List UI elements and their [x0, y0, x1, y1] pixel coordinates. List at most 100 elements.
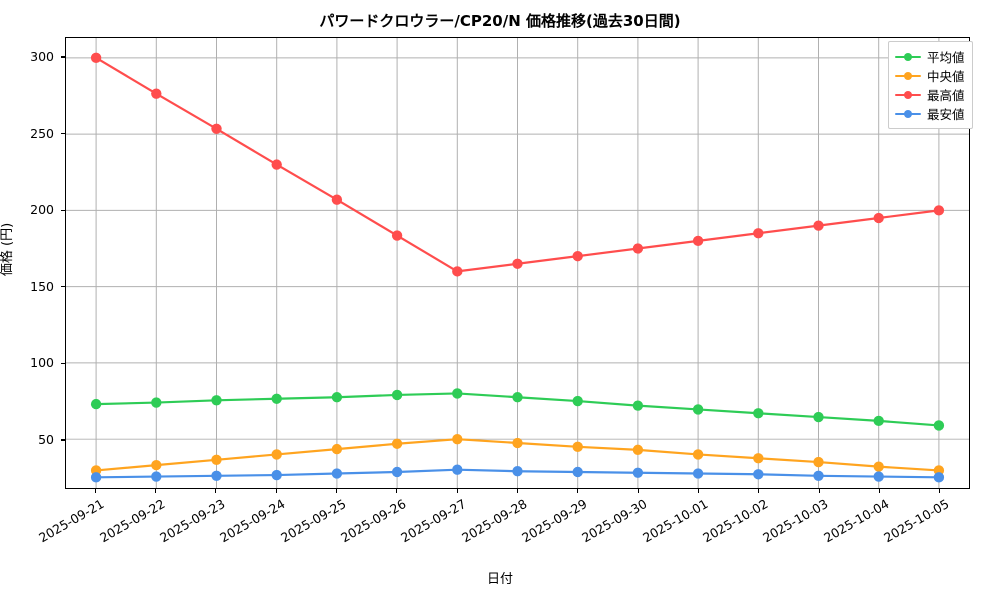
data-point [572, 395, 583, 407]
x-tick-mark [396, 489, 398, 493]
data-point [572, 441, 583, 452]
x-tick-label: 2025-09-22 [96, 496, 167, 546]
data-point [692, 468, 704, 479]
x-tick-mark [939, 489, 941, 493]
x-tick-mark [758, 489, 760, 493]
data-point [753, 228, 764, 239]
data-point [572, 250, 583, 262]
data-point [632, 400, 644, 411]
series-4 [90, 464, 945, 483]
data-point [271, 159, 282, 170]
data-point [151, 88, 162, 99]
data-point [391, 438, 403, 449]
data-point [151, 471, 162, 482]
legend-item-2[interactable]: 中央値 [895, 66, 965, 85]
legend-item-4[interactable]: 最安値 [895, 104, 965, 123]
y-tick-label: 300 [30, 48, 54, 64]
y-tick-mark [61, 439, 65, 441]
y-tick-mark [61, 286, 65, 288]
y-tick-label: 250 [30, 125, 54, 141]
legend-marker-icon [895, 89, 921, 101]
data-point [452, 266, 463, 277]
data-point [452, 434, 463, 445]
legend-marker-icon [895, 108, 921, 120]
x-tick-mark [456, 489, 458, 493]
series-2 [90, 434, 945, 476]
data-point [391, 466, 403, 478]
x-tick-label: 2025-09-21 [36, 496, 107, 546]
x-tick-label: 2025-09-26 [337, 496, 409, 546]
data-point [331, 443, 343, 455]
data-point [391, 389, 403, 401]
y-tick-label: 200 [30, 202, 54, 218]
data-point [391, 230, 403, 241]
data-point [512, 437, 523, 449]
data-point [271, 393, 282, 404]
chart-legend: 平均値中央値 最高値最安値 [888, 41, 973, 129]
y-tick-label: 100 [30, 355, 54, 371]
data-point [151, 459, 162, 471]
data-point [331, 468, 343, 479]
legend-label: 最安値 [927, 107, 965, 122]
data-point [512, 466, 523, 477]
series-3 [90, 52, 945, 277]
data-point [271, 469, 282, 481]
data-point [211, 470, 222, 481]
x-tick-mark [637, 489, 639, 493]
y-tick-mark [61, 133, 65, 135]
chart-title: パワードクロウラー/CP20/N 価格推移(過去30日間) [319, 12, 681, 30]
data-point [753, 408, 764, 419]
data-point [90, 398, 102, 410]
data-point [873, 212, 884, 224]
data-point [813, 470, 824, 481]
x-tick-mark [94, 489, 96, 493]
legend-marker-icon [895, 70, 921, 82]
data-point [90, 52, 102, 64]
data-point [692, 404, 704, 415]
data-series-layer [90, 52, 945, 483]
data-point [211, 454, 222, 465]
data-point [933, 420, 945, 431]
x-tick-mark [275, 489, 277, 493]
data-point [813, 456, 824, 468]
data-point [90, 472, 102, 483]
x-tick-mark [879, 489, 881, 493]
x-tick-label: 2025-09-25 [277, 496, 348, 546]
data-point [632, 467, 644, 478]
data-point [632, 243, 644, 254]
data-point [873, 461, 884, 472]
legend-item-3[interactable]: 最高値 [895, 85, 965, 104]
legend-label: 中央値 [927, 69, 965, 84]
data-point [813, 411, 824, 423]
x-tick-label: 2025-09-24 [217, 496, 288, 546]
x-tick-label: 2025-09-30 [579, 496, 650, 546]
y-tick-mark [61, 362, 65, 364]
x-axis-title: 日付 [486, 572, 513, 587]
data-point [873, 415, 884, 427]
data-point [151, 397, 162, 408]
x-tick-mark [818, 489, 820, 493]
legend-label: 平均値 [927, 50, 965, 65]
data-point [692, 449, 704, 460]
data-point [933, 472, 945, 483]
y-tick-label: 150 [30, 278, 54, 294]
data-point [211, 123, 222, 134]
x-tick-label: 2025-09-23 [156, 496, 228, 546]
y-axis-title: 価格 (円) [0, 222, 16, 277]
plot-area [65, 37, 970, 489]
x-tick-label: 2025-09-27 [398, 496, 469, 546]
legend-item-1[interactable]: 平均値 [895, 47, 965, 66]
data-point [452, 464, 463, 475]
x-tick-label: 2025-09-29 [518, 496, 590, 546]
data-point [452, 388, 463, 399]
x-tick-mark [215, 489, 217, 493]
x-tick-mark [517, 489, 519, 493]
data-point [873, 471, 884, 482]
data-point [933, 205, 945, 216]
y-tick-mark [61, 56, 65, 58]
data-point [753, 469, 764, 480]
data-point [813, 220, 824, 231]
legend-marker-icon [895, 51, 921, 63]
x-tick-mark [577, 489, 579, 493]
x-tick-label: 2025-10-02 [699, 496, 771, 546]
